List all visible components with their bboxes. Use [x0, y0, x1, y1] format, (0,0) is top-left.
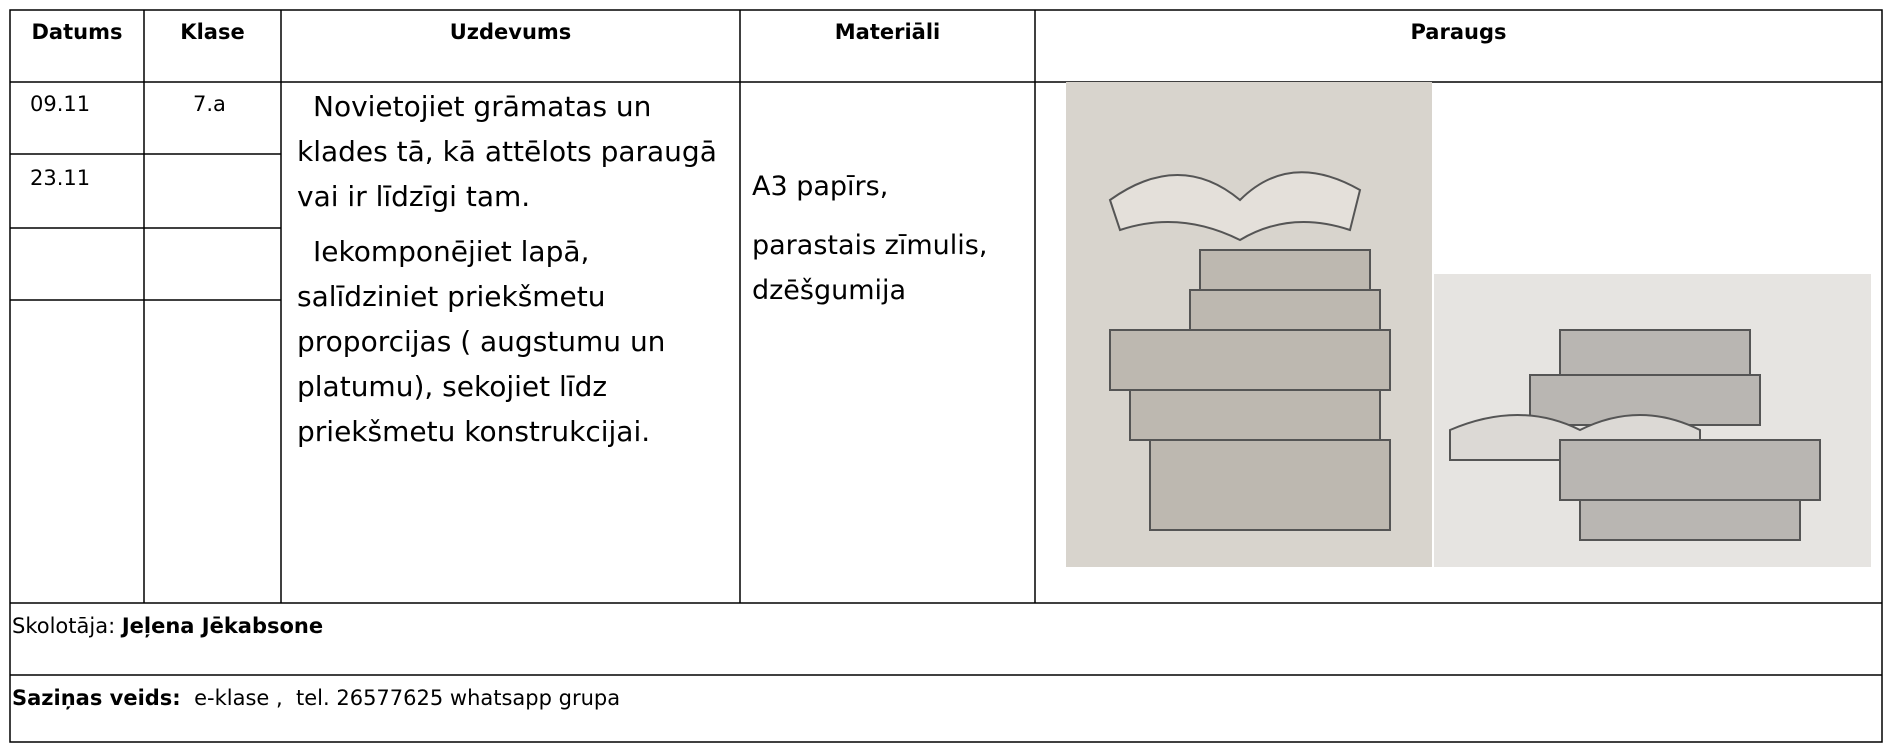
teacher-name: Jeļena Jēkabsone: [121, 614, 324, 638]
contact-label: Saziņas veids:: [12, 686, 181, 710]
header-cell: Uzdevums: [449, 20, 572, 44]
header-cell: Materiāli: [834, 20, 941, 44]
teacher-label: Skolotāja:: [12, 614, 116, 638]
sample-image: [1066, 82, 1432, 567]
contact: Saziņas veids: e-klase , tel. 26577625 w…: [12, 686, 620, 710]
header-cell: Datums: [31, 20, 123, 44]
task-paragraph: Iekomponējiet lapā, salīdziniet priekšme…: [297, 235, 666, 448]
material: parastais zīmulis,: [752, 230, 988, 261]
class: 7.a: [193, 92, 226, 116]
header-cell: Klase: [180, 20, 245, 44]
task: Novietojiet grāmatas un klades tā, kā at…: [297, 84, 737, 464]
task-paragraph: Novietojiet grāmatas un klades tā, kā at…: [297, 90, 717, 213]
contact-text: e-klase , tel. 26577625 whatsapp grupa: [194, 686, 621, 710]
date: 09.11: [30, 92, 91, 116]
sample-image: [1434, 274, 1871, 567]
material: A3 papīrs,: [752, 171, 889, 202]
teacher: Skolotāja: Jeļena Jēkabsone: [12, 614, 323, 638]
date: 23.11: [30, 166, 91, 190]
material: dzēšgumija: [752, 275, 907, 306]
materials: A3 papīrs, parastais zīmulis, dzēšgumija: [752, 164, 1032, 327]
header-cell: Paraugs: [1410, 20, 1507, 44]
